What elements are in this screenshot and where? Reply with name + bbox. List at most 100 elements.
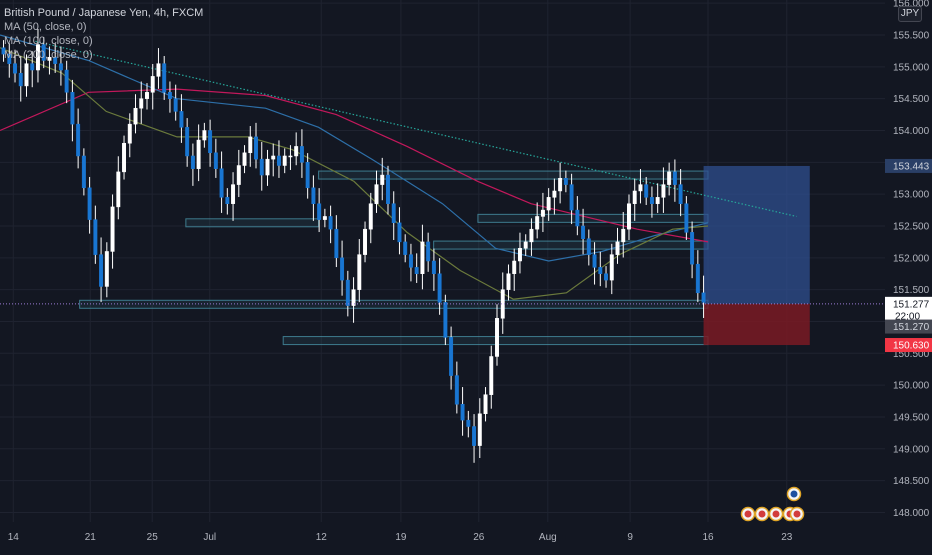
candle-body [122,142,127,173]
candle-body [609,254,614,281]
candle-body [374,184,379,204]
candle-body [288,155,293,158]
candle-body [173,98,178,112]
candle-body [649,197,654,204]
candle-body [116,171,121,208]
candle-body [655,197,660,204]
price-tag [885,319,932,334]
candle-body [41,44,46,61]
ma50-label[interactable]: MA (50, close, 0) [4,21,87,33]
candle-body [592,254,597,268]
candle-body [219,168,224,198]
candle-body [403,241,408,255]
candle-body [47,57,52,61]
price-axis: 156.000155.500155.000154.500154.000153.5… [885,0,932,550]
candle-body [638,184,643,192]
candle-body [242,152,247,166]
candle-body [162,63,167,93]
candle-body [483,394,488,415]
candle-body [196,139,201,169]
chart-legend: British Pound / Japanese Yen, 4h, FXCM M… [4,6,203,62]
currency-badge[interactable]: JPY [898,6,922,22]
time-axis: 14 21 25 Jul 12 19 26 Aug 9 16 23 [0,522,932,550]
time-tick-label: 9 [627,532,633,543]
candle-body [93,219,98,255]
candle-body [305,162,310,189]
flag-icon [744,510,752,518]
candle-body [443,302,448,338]
candle-body [334,228,339,259]
candle-body [621,228,626,243]
price-tick-label: 154.000 [893,126,930,137]
candle-body [472,426,477,446]
ma200-line [0,88,709,243]
candle-body [282,155,287,166]
price-tick-label: 151.500 [893,285,930,296]
candle-body [271,155,276,160]
candle-body [317,203,322,220]
price-tick-label: 152.000 [893,253,930,264]
candle-body [558,177,563,192]
candle-body [58,63,63,71]
candle-body [437,273,442,303]
candle-body [489,356,494,395]
price-tick-label: 152.500 [893,221,930,232]
sr-zone [318,170,709,180]
candle-body [127,123,132,144]
candle-body [156,63,161,77]
target-zone [703,165,810,304]
candle-body [627,203,631,230]
price-tick-label: 154.500 [893,94,930,105]
time-tick-label: Aug [539,532,557,543]
price-tag [885,338,932,353]
candle-body [604,273,609,281]
time-tick-label: Jul [203,532,216,543]
flag-icon [758,510,766,518]
ma100-line [0,34,709,262]
candle-body [581,225,586,239]
candle-body [322,216,327,220]
candle-body [678,184,683,204]
sr-zone [433,240,709,250]
sr-zone [185,218,320,228]
candle-body [1,47,6,55]
candle-body [76,123,81,157]
candle-body [7,53,12,64]
price-tag [885,158,932,173]
candle-body [391,203,396,224]
candle-body [18,72,23,87]
candle-body [104,251,109,287]
candles [1,28,706,463]
candle-body [661,184,666,198]
candle-body [357,254,362,290]
symbol-title[interactable]: British Pound / Japanese Yen, 4h, FXCM [4,7,204,19]
candle-body [167,92,172,99]
flag-icon [790,490,798,498]
candle-body [340,257,345,281]
price-tick-label: 149.500 [893,412,930,423]
candle-body [64,69,69,93]
candle-body [133,107,138,125]
candle-body [208,130,213,154]
price-tag-label: 151.277 [893,299,930,310]
time-tick-label: 26 [473,532,485,543]
price-tick-label: 150.000 [893,381,930,392]
price-tag-label: 151.270 [893,322,930,333]
candle-body [276,155,281,166]
ma100-label[interactable]: MA (100, close, 0) [4,35,93,47]
candle-body [13,63,17,74]
candle-body [202,130,207,141]
flag-icon [772,510,780,518]
candle-body [30,63,35,71]
candle-body [299,146,304,163]
candle-body [213,152,218,169]
candle-body [466,419,471,427]
price-tag-label: 150.630 [893,341,930,352]
candle-body [345,279,350,306]
ma200-label[interactable]: MA (200, close, 0) [4,49,93,61]
candle-body [35,44,40,71]
candle-body [460,403,465,421]
